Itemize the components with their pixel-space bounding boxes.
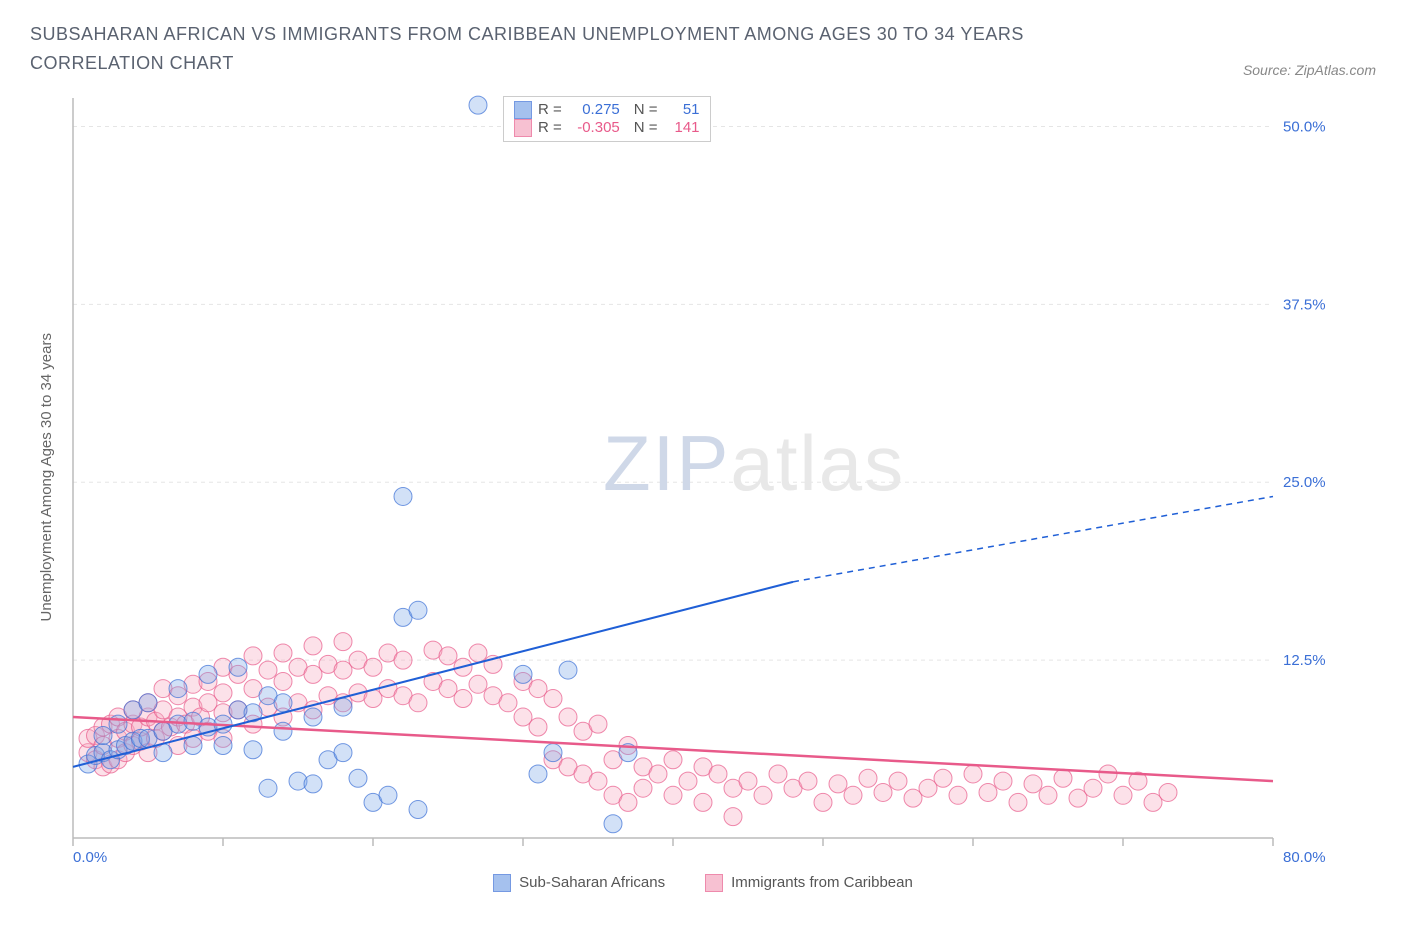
chart-header: SUBSAHARAN AFRICAN VS IMMIGRANTS FROM CA… (30, 20, 1376, 78)
legend-swatch (493, 874, 511, 892)
svg-text:80.0%: 80.0% (1283, 849, 1326, 866)
legend-item: Immigrants from Caribbean (705, 874, 913, 892)
scatter-chart: 12.5% 25.0% 37.5% 50.0% 0.0% 80.0% (63, 88, 1343, 868)
chart-container: Unemployment Among Ages 30 to 34 years 1… (30, 88, 1376, 868)
y-axis-label: Unemployment Among Ages 30 to 34 years (30, 333, 63, 622)
source-attribution: Source: ZipAtlas.com (1243, 62, 1376, 78)
legend-row: R =-0.305N =141 (514, 119, 700, 137)
legend-label: Immigrants from Caribbean (731, 874, 913, 891)
legend-row: R =0.275N =51 (514, 101, 700, 119)
svg-text:50.0%: 50.0% (1283, 118, 1326, 135)
legend-item: Sub-Saharan Africans (493, 874, 665, 892)
series-legend: Sub-Saharan Africans Immigrants from Cari… (30, 874, 1376, 892)
legend-swatch (514, 101, 532, 119)
svg-text:12.5%: 12.5% (1283, 652, 1326, 669)
legend-label: Sub-Saharan Africans (519, 874, 665, 891)
correlation-legend: R =0.275N =51R =-0.305N =141 (503, 96, 711, 142)
legend-swatch (514, 119, 532, 137)
chart-title: SUBSAHARAN AFRICAN VS IMMIGRANTS FROM CA… (30, 20, 1130, 78)
legend-swatch (705, 874, 723, 892)
svg-text:37.5%: 37.5% (1283, 296, 1326, 313)
plot-area: 12.5%25.0%37.5%50.0%0.0%80.0% ZIPatlas R… (63, 88, 1376, 868)
svg-text:0.0%: 0.0% (73, 849, 107, 866)
svg-text:25.0%: 25.0% (1283, 474, 1326, 491)
